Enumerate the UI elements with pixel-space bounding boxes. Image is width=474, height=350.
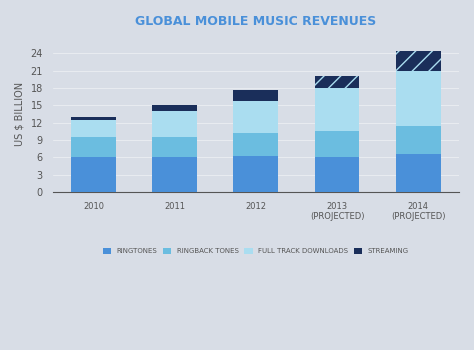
Bar (71, 137, 116, 157)
Bar (396, 154, 440, 192)
Bar (315, 77, 359, 88)
Bar (234, 156, 278, 192)
Bar (152, 111, 197, 137)
Bar (234, 133, 278, 156)
Bar (315, 131, 359, 157)
Bar (234, 101, 278, 133)
Title: GLOBAL MOBILE MUSIC REVENUES: GLOBAL MOBILE MUSIC REVENUES (135, 15, 376, 28)
Bar (152, 137, 197, 157)
Bar (71, 157, 116, 192)
Legend: RINGTONES, RINGBACK TONES, FULL TRACK DOWNLOADS, STREAMING: RINGTONES, RINGBACK TONES, FULL TRACK DO… (100, 245, 411, 257)
Bar (152, 105, 197, 111)
Bar (152, 157, 197, 192)
Bar (315, 157, 359, 192)
Bar (71, 117, 116, 120)
Y-axis label: US $ BILLION: US $ BILLION (15, 82, 25, 146)
Bar (396, 50, 440, 71)
Bar (396, 126, 440, 154)
Bar (396, 71, 440, 126)
Bar (71, 120, 116, 137)
Bar (234, 90, 278, 101)
Bar (315, 88, 359, 131)
